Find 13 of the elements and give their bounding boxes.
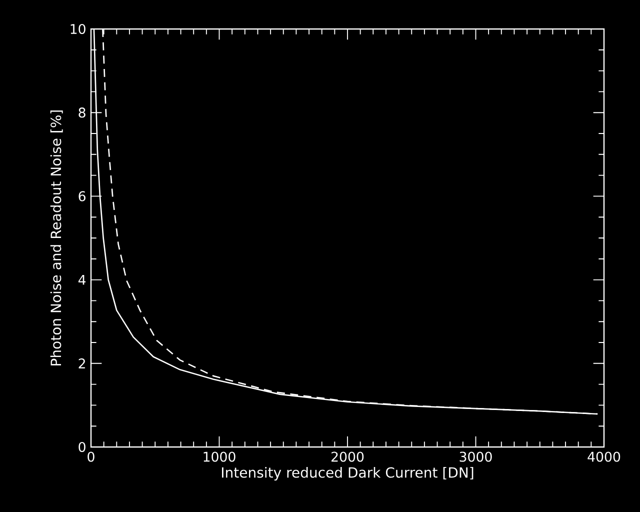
y-tick-label: 8 xyxy=(78,108,86,118)
y-axis-title: Photon Noise and Readout Noise [%] xyxy=(50,110,63,366)
x-tick-label: 0 xyxy=(88,452,94,462)
x-tick-label: 4000 xyxy=(588,452,620,462)
y-tick-label: 4 xyxy=(78,274,86,285)
y-tick-label: 6 xyxy=(78,191,86,202)
y-tick-label: 0 xyxy=(78,442,86,452)
x-axis-title: Intensity reduced Dark Current [DN] xyxy=(222,466,474,480)
x-tick-label: 1000 xyxy=(204,452,236,462)
x-tick-label: 3000 xyxy=(460,452,492,462)
x-tick-label: 2000 xyxy=(332,452,364,462)
y-tick-label: 10 xyxy=(70,24,86,34)
y-tick-label: 2 xyxy=(78,358,85,368)
